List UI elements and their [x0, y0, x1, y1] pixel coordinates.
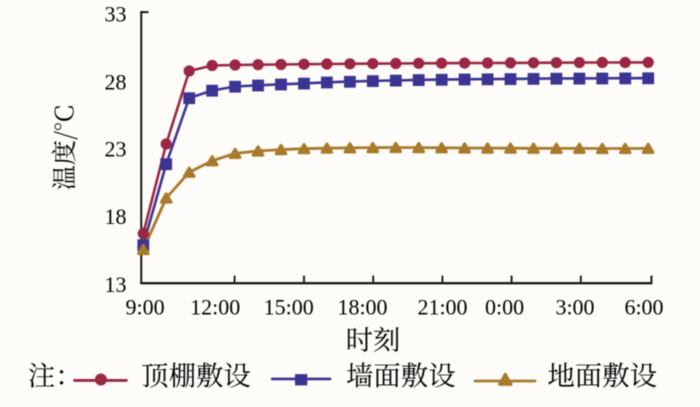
svg-text:12:00: 12:00: [190, 295, 240, 320]
svg-text:33: 33: [105, 1, 127, 26]
svg-text:9:00: 9:00: [126, 295, 165, 320]
svg-text:15:00: 15:00: [264, 295, 314, 320]
svg-text:3:00: 3:00: [555, 295, 594, 320]
svg-text:6:00: 6:00: [624, 295, 663, 320]
svg-text:18: 18: [105, 204, 127, 229]
svg-text:28: 28: [105, 69, 127, 94]
svg-text:21:00: 21:00: [417, 295, 467, 320]
svg-text:23: 23: [105, 136, 127, 161]
svg-text:0:00: 0:00: [485, 295, 524, 320]
svg-text:18:00: 18:00: [337, 295, 387, 320]
svg-text:13: 13: [105, 272, 127, 297]
